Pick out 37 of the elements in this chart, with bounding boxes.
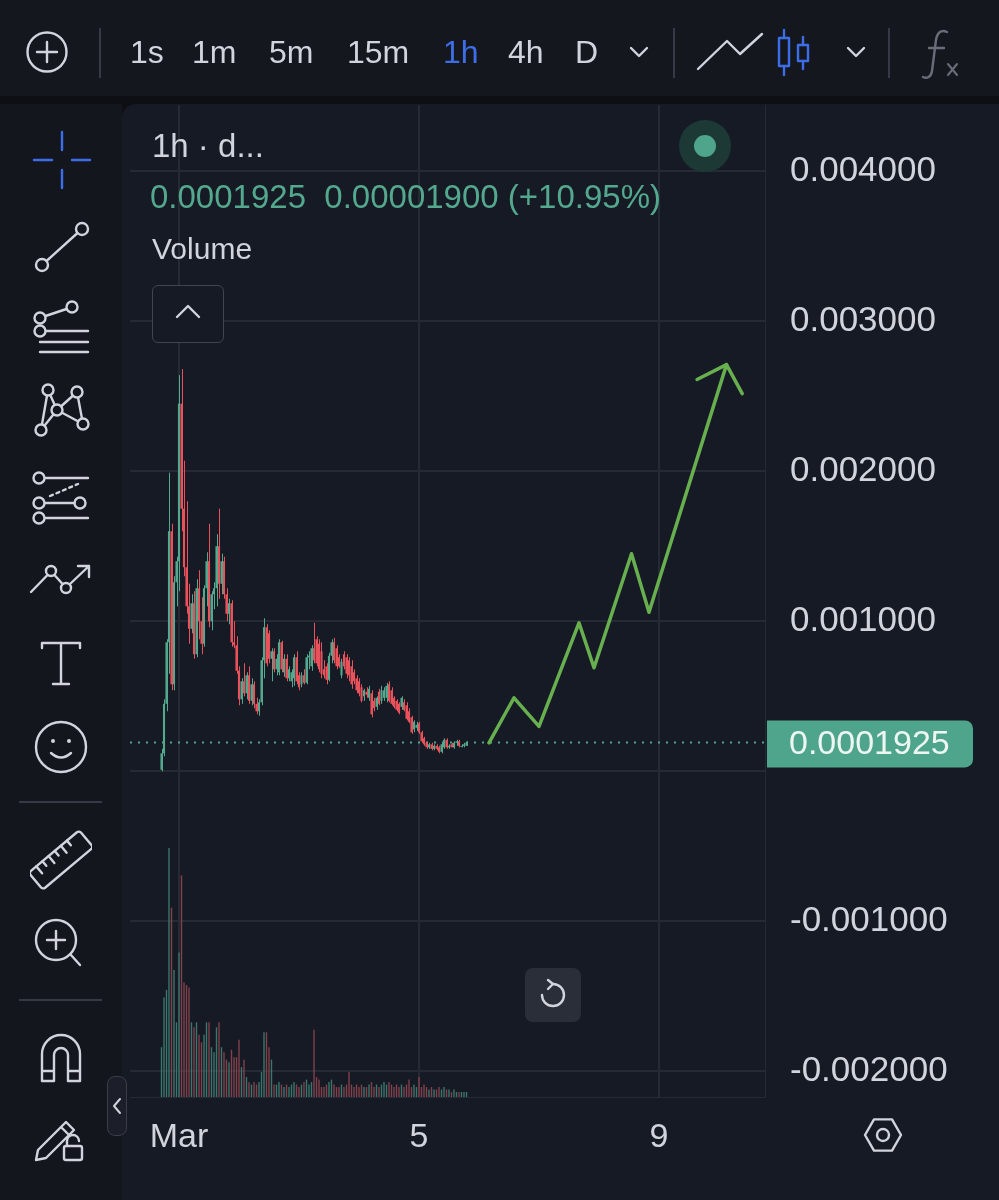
candlestick [350, 659, 353, 690]
candlestick [385, 682, 388, 703]
candlestick [320, 641, 323, 679]
candlestick [230, 599, 233, 648]
candlestick [365, 686, 368, 699]
candlestick [280, 640, 283, 673]
candlestick [380, 685, 383, 705]
text: 1m [192, 33, 237, 71]
text: D [575, 33, 599, 71]
candlestick [310, 644, 313, 672]
text: 1h · d... [152, 126, 264, 166]
y-tick-label: 0.001000 [790, 598, 936, 638]
candlestick [405, 701, 408, 721]
ref-line-label: 0.0001925 [789, 722, 950, 761]
text: 1s [130, 33, 164, 71]
x-tick-label: 5 [409, 1115, 429, 1154]
candlestick [345, 653, 348, 679]
annotation: Volume [152, 231, 253, 267]
y-tick-label: -0.002000 [790, 1049, 948, 1089]
text: 0.0001925 0.00001900 (+10.95%) [150, 178, 662, 216]
candlestick [415, 721, 418, 732]
candlestick [285, 653, 288, 682]
candlestick [215, 533, 218, 607]
candlestick [305, 653, 308, 685]
candlestick [395, 698, 398, 712]
candlestick [325, 662, 328, 685]
y-tick-label: 0.003000 [790, 298, 936, 338]
x-tick-label: Mar [149, 1115, 209, 1154]
candlestick [300, 671, 303, 688]
y-tick-label: -0.001000 [790, 899, 948, 939]
y-tick-label: 0.004000 [790, 148, 936, 188]
text: 1h [443, 33, 479, 71]
text: 4h [508, 33, 544, 71]
text: 15m [347, 33, 410, 71]
y-tick-label: 0.002000 [790, 448, 936, 488]
text: 5m [269, 33, 314, 71]
x-tick-label: 9 [649, 1115, 669, 1154]
